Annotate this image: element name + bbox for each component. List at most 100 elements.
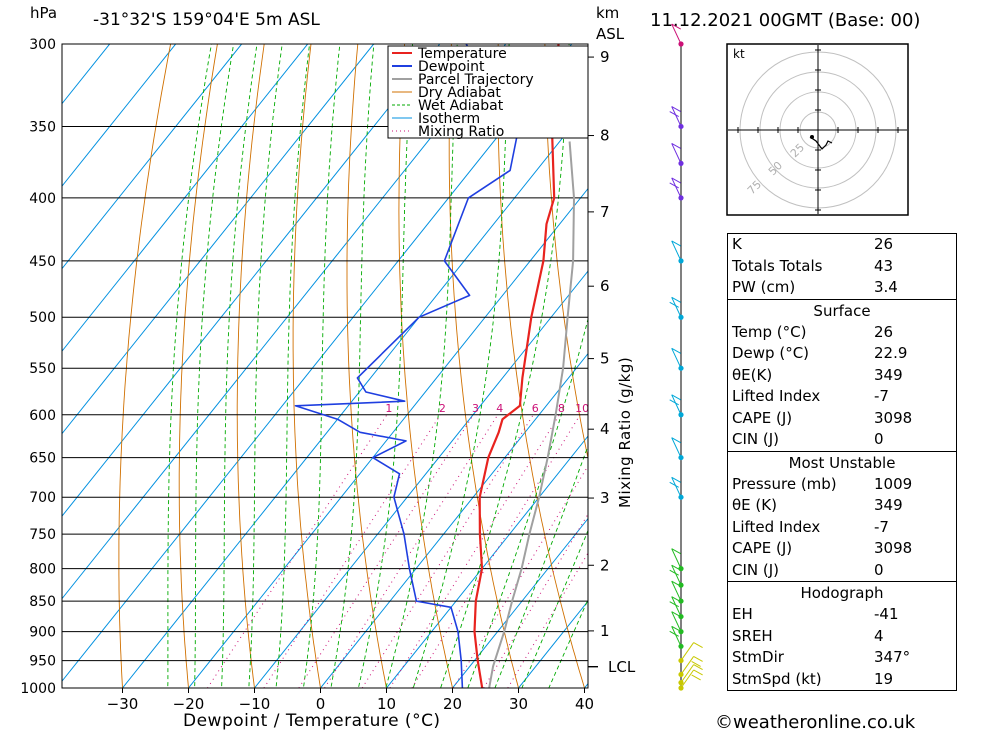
wind-barb-flag (671, 347, 681, 354)
hodograph-row: StmDir 347° (732, 648, 911, 666)
watermark: ©weatheronline.co.uk (715, 712, 916, 733)
wet-adiabat-line (167, 44, 212, 688)
km-tick-label: 6 (600, 277, 610, 295)
wind-barb-staff (671, 348, 682, 369)
pressure-tick-label: 500 (29, 310, 56, 326)
mixing-ratio-line (389, 414, 560, 688)
pressure-tick-label: 300 (29, 37, 56, 53)
legend-label-dewpoint: Dewpoint (418, 59, 485, 75)
wind-barb-staff (671, 564, 682, 586)
wind-barb-flag (669, 630, 679, 637)
temperature-tick-label: −20 (173, 695, 205, 713)
wind-barb-flag (669, 399, 679, 406)
temperature-tick-label: 0 (316, 695, 326, 713)
dewpoint-line (294, 44, 520, 688)
wind-barb-flag (669, 481, 679, 488)
pressure-tick-label: 750 (29, 527, 56, 543)
temperature-tick-label: 40 (575, 695, 594, 713)
hodograph-row: SREH 4 (732, 626, 884, 645)
wet-adiabat-line (467, 317, 588, 688)
temperature-tick-label: −10 (239, 695, 271, 713)
wind-barb-staff (671, 143, 682, 164)
most-unstable-row: CIN (J) 0 (732, 560, 884, 579)
most-unstable-row: Lifted Index -7 (732, 517, 889, 536)
wind-barb-staff (671, 106, 682, 127)
surface-row: CIN (J) 0 (732, 430, 884, 448)
wind-barb-flag (671, 476, 681, 483)
index-row-k: K 26 (732, 235, 894, 253)
parcel-trajectory-line (488, 141, 575, 688)
mixing-ratio-line (324, 414, 499, 688)
isotherm-line (0, 0, 122, 714)
surface-row: Lifted Index -7 (732, 387, 889, 405)
wind-barb-staff (671, 437, 682, 458)
mixing-ratio-axis-title: Mixing Ratio (g/kg) (616, 357, 634, 508)
km-tick-label: 4 (600, 420, 610, 438)
wind-barb-flag (693, 655, 703, 662)
isotherm-line (253, 270, 588, 688)
mixing-ratio-label: 20 (643, 402, 657, 415)
surface-row: Dewp (°C) 22.9 (732, 344, 908, 362)
isotherm-line (62, 44, 111, 105)
km-tick-label: 8 (600, 127, 610, 145)
wind-barb-staff (680, 669, 695, 689)
wind-barb-flag (671, 177, 681, 184)
wind-barb-flag (669, 301, 679, 308)
plot-frame (61, 43, 589, 689)
isotherm-line (62, 44, 243, 270)
pressure-tick-label: 400 (29, 191, 56, 207)
wind-barb-flag (669, 569, 679, 576)
isotherm-line (121, 105, 588, 688)
asl-label: ASL (596, 25, 625, 43)
datetime-title: 11.12.2021 00GMT (Base: 00) (650, 10, 921, 31)
isotherm-line (451, 517, 588, 688)
wind-barb-flag (669, 111, 679, 117)
wind-level-dot (678, 629, 684, 635)
wind-barb-flag (671, 548, 681, 555)
legend: Temperature Dewpoint Parcel Trajectory D… (387, 45, 589, 140)
mixing-ratio-line (263, 414, 441, 688)
wind-barb-flag (671, 394, 681, 401)
mixing-ratio-label: 3 (472, 402, 479, 415)
pressure-tick-label: 850 (29, 594, 56, 610)
legend-label-parcel: Parcel Trajectory (418, 72, 534, 88)
legend-label-temperature: Temperature (417, 46, 507, 62)
most-unstable-title: Most Unstable (728, 450, 956, 474)
wind-barb-flag (671, 142, 681, 149)
wet-adiabat-line (548, 598, 588, 688)
pressure-tick-label: 350 (29, 119, 56, 135)
km-label: km (596, 4, 620, 22)
wind-barb-staff (671, 548, 682, 569)
wind-barb-staff (671, 177, 682, 199)
km-tick-label: 5 (600, 350, 610, 368)
wind-barb-flag (671, 106, 681, 112)
dry-adiabat-line (292, 44, 321, 688)
wind-barb-flag (693, 642, 703, 648)
most-unstable-row: Pressure (mb) 1009 (732, 474, 913, 493)
wet-adiabat-line (302, 44, 341, 688)
lcl-label: LCL (608, 658, 636, 676)
mixing-ratio-line (507, 552, 588, 688)
most-unstable-row: θE (K) 349 (732, 496, 903, 514)
isotherm-line (187, 187, 588, 688)
wet-adiabat-line (275, 44, 311, 688)
hodograph-trace (809, 136, 833, 150)
pressure-tick-label: 600 (29, 408, 56, 424)
wind-barb-staff (671, 394, 682, 415)
mixing-ratio-label: 6 (532, 402, 539, 415)
wind-level-dot (678, 613, 684, 620)
wind-barb-flag (671, 296, 681, 303)
storm-motion-dot (810, 135, 814, 139)
pressure-unit-label: hPa (30, 4, 58, 22)
mixing-ratio-line (298, 414, 474, 688)
pressure-tick-label: 950 (29, 654, 56, 670)
wind-barb-staff (671, 611, 682, 632)
km-tick-label: 2 (600, 556, 610, 574)
isotherm-line (62, 44, 177, 187)
mixing-ratio-line (411, 414, 581, 688)
wind-barb-staff (671, 477, 682, 498)
pressure-tick-label: 800 (29, 562, 56, 578)
wind-barb-flag (671, 240, 681, 247)
